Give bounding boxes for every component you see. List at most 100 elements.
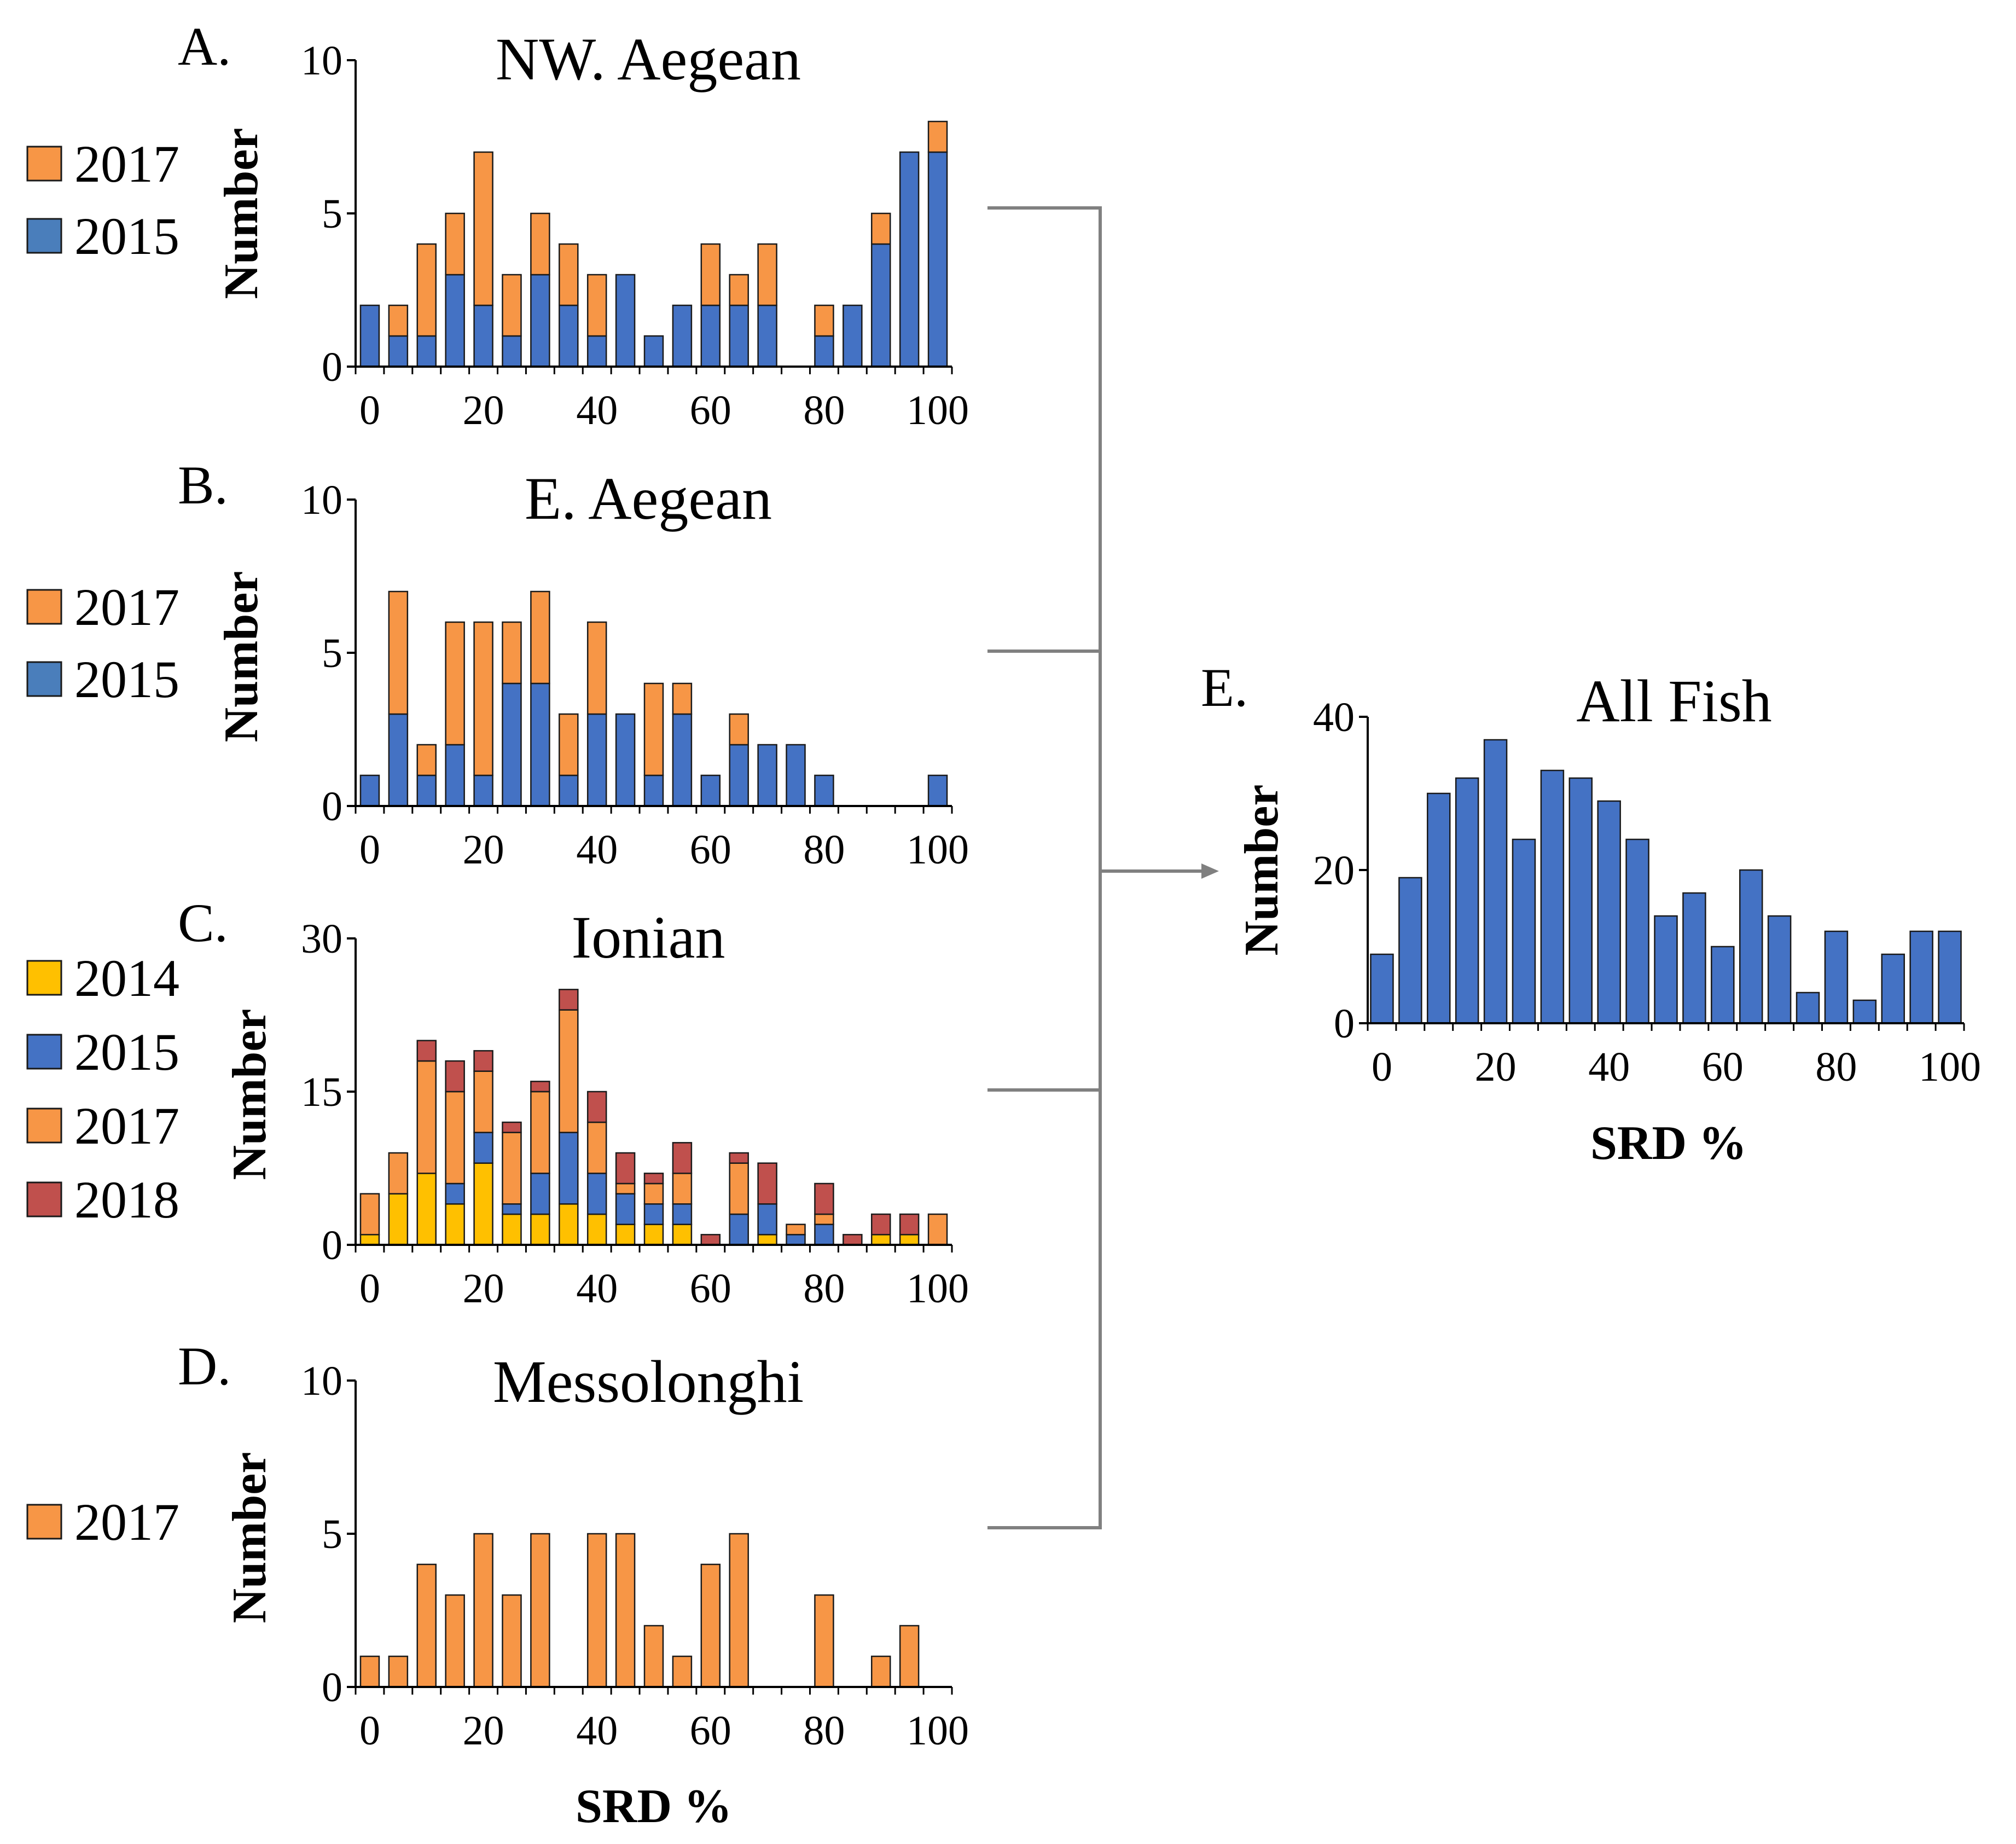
x-tick-label: 40 (576, 387, 618, 433)
bar-2017-60 (700, 243, 721, 306)
bar-2015-80 (814, 1223, 834, 1246)
legend-label-2017: 2017 (74, 578, 179, 636)
bar-2015-0 (359, 304, 380, 368)
y-tick-label: 40 (1313, 694, 1355, 740)
bar-2015-65 (729, 304, 749, 368)
x-tick-label: 80 (803, 387, 845, 433)
x-tick-label: 80 (803, 827, 845, 873)
bar-2014-5 (388, 1193, 409, 1246)
y-tick-label: 10 (301, 1358, 342, 1404)
panel-letter: D. (178, 1336, 231, 1396)
bar-2015-30 (530, 1173, 550, 1215)
legend-swatch-2017 (26, 1107, 62, 1144)
bar-2017-65 (729, 713, 749, 746)
legend-swatch-2018 (26, 1181, 62, 1217)
bar-2014-90 (870, 1234, 891, 1246)
chart-title: NW. Aegean (496, 26, 801, 92)
panel-letter: B. (178, 455, 228, 515)
bar-2015-45 (615, 713, 636, 807)
bar-2015-35 (559, 304, 579, 368)
bar-2017-35 (559, 243, 579, 306)
bar-2017-10 (416, 243, 437, 337)
bar-2017-10 (416, 744, 437, 776)
legend-label-2018: 2018 (74, 1170, 179, 1229)
bars (1370, 739, 1962, 1024)
bar-2017-75 (786, 1223, 806, 1236)
x-axis-label: SRD % (1590, 1117, 1747, 1170)
bar-2017-55 (672, 1655, 693, 1688)
bar-2018-85 (843, 1234, 863, 1246)
bar-2017-100 (927, 120, 948, 153)
bar-all-45 (1625, 838, 1649, 1024)
bar-2018-25 (502, 1121, 522, 1133)
bar-2017-100 (927, 1213, 948, 1246)
bar-2018-30 (530, 1081, 550, 1093)
x-tick-label: 40 (576, 1708, 618, 1754)
bar-2015-55 (672, 713, 693, 807)
panel-c: 0 15 30 0 20 40 60 80 100 Ionian C. Number 2014 2015 2… (26, 892, 969, 1312)
bar-2014-40 (586, 1213, 607, 1246)
bar-all-10 (1427, 792, 1451, 1024)
bar-2017-5 (388, 1152, 409, 1194)
y-tick-label: 30 (301, 916, 342, 962)
connector-lines (987, 206, 1219, 1529)
bar-2017-95 (899, 1625, 920, 1688)
bar-2015-60 (700, 304, 721, 368)
bar-2015-65 (729, 744, 749, 807)
x-tick-label: 0 (1372, 1044, 1392, 1090)
legend-label-2015: 2015 (74, 207, 179, 265)
x-tick-label: 20 (463, 387, 504, 433)
bar-2015-25 (502, 335, 522, 368)
y-tick-label: 0 (322, 344, 342, 390)
bar-2014-20 (473, 1162, 493, 1246)
x-tick-label: 40 (1588, 1044, 1630, 1090)
bar-2018-95 (899, 1213, 920, 1236)
bars (359, 989, 948, 1246)
legend-label-2014: 2014 (74, 949, 179, 1007)
y-tick-label: 5 (322, 1511, 342, 1557)
bar-2017-20 (473, 151, 493, 306)
x-tick-label: 0 (359, 387, 380, 433)
bar-2017-15 (445, 621, 465, 746)
bar-2018-35 (559, 989, 579, 1011)
connector-arrow-head (1201, 863, 1219, 879)
legend-swatch-2017 (26, 1504, 62, 1540)
bar-2017-10 (416, 1563, 437, 1688)
bar-all-5 (1398, 877, 1422, 1024)
bar-2017-0 (359, 1655, 380, 1688)
y-tick-label: 5 (322, 630, 342, 676)
bar-2015-25 (502, 1203, 522, 1215)
bar-2017-20 (473, 621, 493, 776)
bar-2014-45 (615, 1223, 636, 1246)
bar-2015-35 (559, 774, 579, 807)
bar-2017-0 (359, 1193, 380, 1236)
x-tick-label: 40 (576, 1266, 618, 1312)
bar-2017-80 (814, 1594, 834, 1688)
legend-swatch-2017 (26, 589, 62, 625)
legend-swatch-2014 (26, 960, 62, 996)
bar-all-55 (1682, 892, 1706, 1024)
bar-2018-50 (643, 1173, 664, 1185)
legend-label-2015: 2015 (74, 650, 179, 709)
bar-2017-25 (502, 1132, 522, 1205)
bar-2017-65 (729, 1533, 749, 1688)
bar-all-80 (1824, 930, 1849, 1024)
bar-2015-50 (643, 335, 664, 368)
bar-2014-25 (502, 1213, 522, 1246)
bar-2015-20 (473, 304, 493, 368)
x-axis-label: SRD % (576, 1780, 732, 1833)
bar-2014-55 (672, 1223, 693, 1246)
y-tick-label: 0 (1334, 1001, 1355, 1047)
panel-letter: A. (178, 16, 231, 77)
bar-2015-70 (757, 744, 777, 807)
legend-swatch-2015 (26, 661, 62, 697)
bar-2017-40 (586, 1121, 607, 1174)
connector-bracket (987, 206, 1102, 1529)
bar-all-100 (1938, 930, 1962, 1024)
x-tick-label: 60 (690, 1708, 731, 1754)
legend-label-2017: 2017 (74, 1097, 179, 1155)
bar-2018-20 (473, 1050, 493, 1072)
bar-2015-80 (814, 335, 834, 368)
